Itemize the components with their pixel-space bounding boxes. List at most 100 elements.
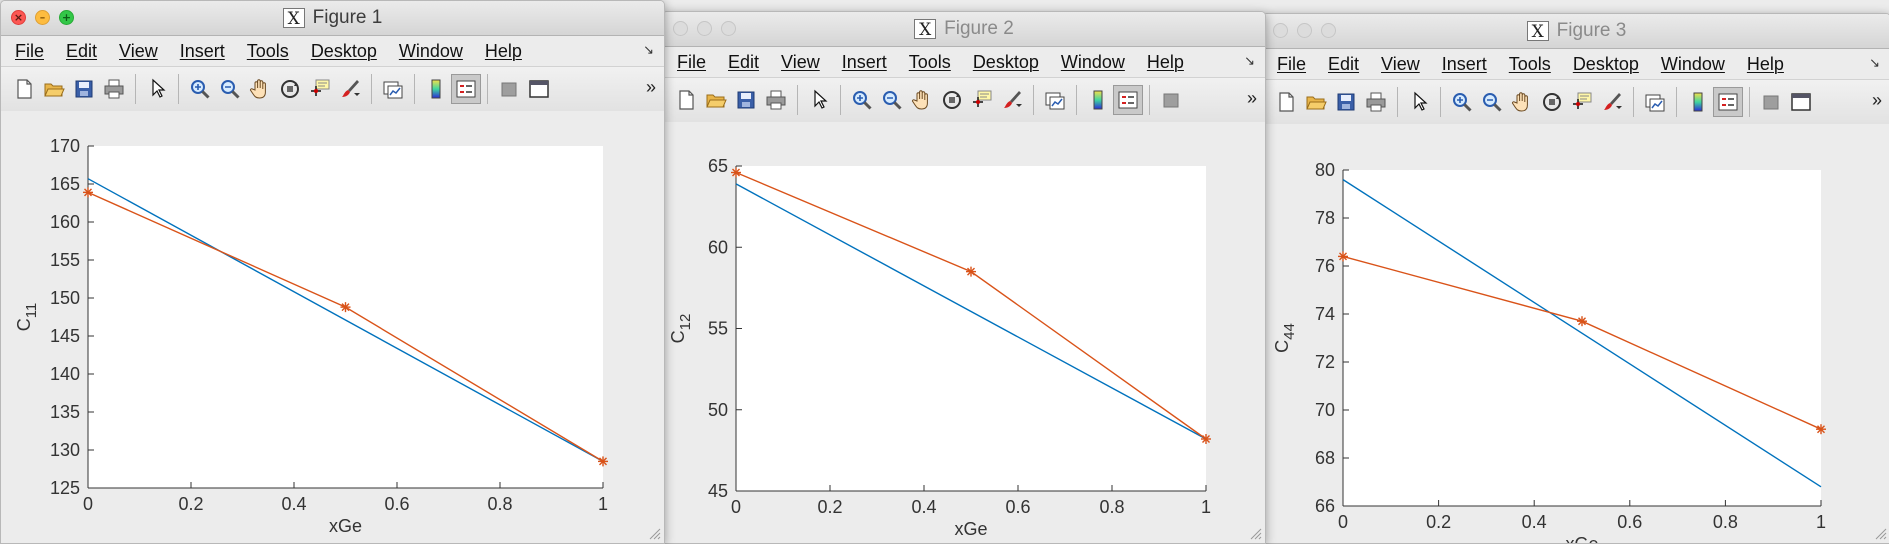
menu-insert[interactable]: Insert bbox=[841, 51, 887, 72]
print-button[interactable] bbox=[99, 74, 129, 104]
menu-edit[interactable]: Edit bbox=[728, 51, 760, 72]
dock-arrow-icon[interactable]: ↘ bbox=[1869, 55, 1880, 70]
resize-grip-icon[interactable] bbox=[1873, 526, 1887, 540]
new-file-button[interactable] bbox=[1271, 87, 1301, 117]
menu-help[interactable]: Help bbox=[1146, 51, 1184, 72]
menu-help[interactable]: Help bbox=[1746, 53, 1784, 74]
pan-hand-button[interactable] bbox=[245, 74, 275, 104]
hide-tools-button[interactable] bbox=[1156, 85, 1186, 115]
title-bar[interactable]: X Figure 3 bbox=[1263, 14, 1889, 49]
menu-window[interactable]: Window bbox=[1060, 51, 1125, 72]
menu-file[interactable]: File bbox=[1277, 53, 1307, 74]
menu-file[interactable]: File bbox=[677, 51, 707, 72]
brush-button[interactable] bbox=[997, 85, 1027, 115]
menu-window[interactable]: Window bbox=[1660, 53, 1725, 74]
print-button[interactable] bbox=[1361, 87, 1391, 117]
new-file-button[interactable] bbox=[671, 85, 701, 115]
title-bar[interactable]: × – + X Figure 1 bbox=[1, 1, 664, 36]
open-folder-button[interactable] bbox=[1301, 87, 1331, 117]
zoom-out-button[interactable] bbox=[1477, 87, 1507, 117]
rotate-3d-button[interactable] bbox=[937, 85, 967, 115]
toolbar-overflow-icon[interactable]: » bbox=[1871, 90, 1882, 110]
legend-button[interactable] bbox=[451, 74, 481, 104]
rotate-3d-button[interactable] bbox=[1537, 87, 1567, 117]
menu-edit[interactable]: Edit bbox=[1328, 53, 1360, 74]
menu-insert[interactable]: Insert bbox=[1441, 53, 1487, 74]
data-cursor-button[interactable] bbox=[1567, 87, 1597, 117]
title-bar[interactable]: X Figure 2 bbox=[663, 12, 1265, 47]
zoom-button[interactable] bbox=[1321, 23, 1336, 38]
legend-button[interactable] bbox=[1713, 87, 1743, 117]
pointer-button[interactable] bbox=[1404, 87, 1434, 117]
link-plot-button[interactable] bbox=[378, 74, 408, 104]
menu-window[interactable]: Window bbox=[398, 40, 463, 61]
menu-edit[interactable]: Edit bbox=[66, 40, 98, 61]
menu-insert[interactable]: Insert bbox=[179, 40, 225, 61]
zoom-in-button[interactable] bbox=[847, 85, 877, 115]
colorbar-button[interactable] bbox=[1683, 87, 1713, 117]
link-plot-button[interactable] bbox=[1040, 85, 1070, 115]
brush-button[interactable] bbox=[335, 74, 365, 104]
pointer-button[interactable] bbox=[804, 85, 834, 115]
link-plot-button[interactable] bbox=[1640, 87, 1670, 117]
close-button[interactable] bbox=[1273, 23, 1288, 38]
zoom-in-button[interactable] bbox=[185, 74, 215, 104]
menu-tools[interactable]: Tools bbox=[246, 40, 289, 61]
figure-1-window[interactable]: × – + X Figure 1 File Edit View Insert Tools D… bbox=[0, 0, 665, 544]
menu-desktop[interactable]: Desktop bbox=[310, 40, 377, 61]
chart[interactable]: 45 50 55 60 65 0 0.2 0.4 0.6 0.8 1 xGe C12 bbox=[663, 122, 1265, 543]
menu-tools[interactable]: Tools bbox=[1508, 53, 1551, 74]
dock-button[interactable] bbox=[1786, 87, 1816, 117]
chart[interactable]: 125 130 135 140 145 150 155 160 165 170 0 0.2 0.4 0.6… bbox=[1, 111, 664, 543]
menu-file[interactable]: File bbox=[15, 40, 45, 61]
hide-tools-button[interactable] bbox=[1756, 87, 1786, 117]
zoom-button[interactable]: + bbox=[59, 10, 74, 25]
close-button[interactable] bbox=[673, 21, 688, 36]
print-button[interactable] bbox=[761, 85, 791, 115]
chart[interactable]: 66 68 70 72 74 76 78 80 0 0.2 0.4 0.6 0.8 1 xGe C44 bbox=[1263, 124, 1889, 543]
zoom-button[interactable] bbox=[721, 21, 736, 36]
close-button[interactable]: × bbox=[11, 10, 26, 25]
zoom-out-button[interactable] bbox=[877, 85, 907, 115]
open-folder-button[interactable] bbox=[39, 74, 69, 104]
new-file-button[interactable] bbox=[9, 74, 39, 104]
menu-view[interactable]: View bbox=[781, 51, 820, 72]
menu-view[interactable]: View bbox=[119, 40, 158, 61]
figure-2-window[interactable]: X Figure 2 File Edit View Insert Tools Desktop… bbox=[662, 11, 1266, 544]
figure-3-window[interactable]: X Figure 3 File Edit View Insert Tools Desktop… bbox=[1262, 13, 1889, 544]
save-button[interactable] bbox=[69, 74, 99, 104]
menu-help[interactable]: Help bbox=[484, 40, 522, 61]
legend-button[interactable] bbox=[1113, 85, 1143, 115]
menu-desktop[interactable]: Desktop bbox=[1572, 53, 1639, 74]
plot-area[interactable]: 45 50 55 60 65 0 0.2 0.4 0.6 0.8 1 xGe C12 bbox=[663, 122, 1265, 543]
hide-tools-button[interactable] bbox=[494, 74, 524, 104]
plot-area[interactable]: 66 68 70 72 74 76 78 80 0 0.2 0.4 0.6 0.8 1 xGe C44 bbox=[1263, 124, 1889, 543]
minimize-button[interactable]: – bbox=[35, 10, 50, 25]
menu-tools[interactable]: Tools bbox=[908, 51, 951, 72]
data-cursor-button[interactable] bbox=[967, 85, 997, 115]
zoom-in-button[interactable] bbox=[1447, 87, 1477, 117]
plot-area[interactable]: 125 130 135 140 145 150 155 160 165 170 0 0.2 0.4 0.6… bbox=[1, 111, 664, 543]
pointer-button[interactable] bbox=[142, 74, 172, 104]
data-cursor-button[interactable] bbox=[305, 74, 335, 104]
dock-arrow-icon[interactable]: ↘ bbox=[643, 42, 654, 57]
toolbar-overflow-icon[interactable]: » bbox=[645, 77, 656, 97]
menu-desktop[interactable]: Desktop bbox=[972, 51, 1039, 72]
open-folder-button[interactable] bbox=[701, 85, 731, 115]
brush-button[interactable] bbox=[1597, 87, 1627, 117]
colorbar-button[interactable] bbox=[1083, 85, 1113, 115]
pan-hand-button[interactable] bbox=[907, 85, 937, 115]
zoom-out-button[interactable] bbox=[215, 74, 245, 104]
save-button[interactable] bbox=[1331, 87, 1361, 117]
menu-view[interactable]: View bbox=[1381, 53, 1420, 74]
resize-grip-icon[interactable] bbox=[647, 526, 661, 540]
resize-grip-icon[interactable] bbox=[1248, 526, 1262, 540]
rotate-3d-button[interactable] bbox=[275, 74, 305, 104]
minimize-button[interactable] bbox=[1297, 23, 1312, 38]
colorbar-button[interactable] bbox=[421, 74, 451, 104]
toolbar-overflow-icon[interactable]: » bbox=[1246, 88, 1257, 108]
save-button[interactable] bbox=[731, 85, 761, 115]
pan-hand-button[interactable] bbox=[1507, 87, 1537, 117]
dock-arrow-icon[interactable]: ↘ bbox=[1244, 53, 1255, 68]
minimize-button[interactable] bbox=[697, 21, 712, 36]
